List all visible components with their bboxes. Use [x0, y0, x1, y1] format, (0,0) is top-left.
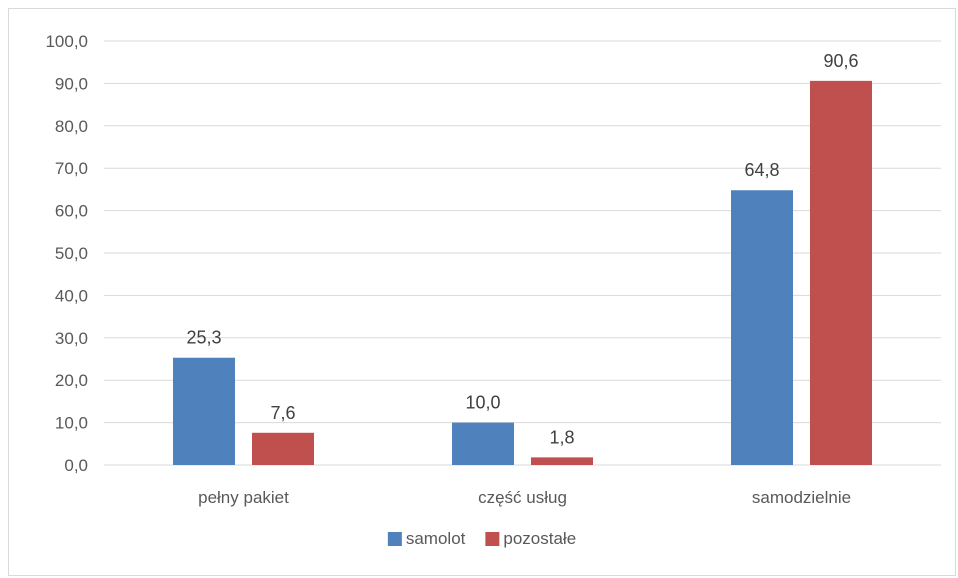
y-tick-label: 80,0 [55, 117, 88, 136]
bar-chart: 0,0 10,0 20,0 30,0 40,0 50,0 60,0 70,0 80,0 90,0 1… [45, 32, 941, 548]
gridlines [104, 40, 941, 466]
bars [173, 80, 872, 466]
data-label: 1,8 [549, 427, 574, 447]
y-tick-label: 20,0 [55, 371, 88, 390]
y-tick-label: 60,0 [55, 202, 88, 221]
data-label: 10,0 [465, 393, 500, 413]
bar-samolot-1 [452, 422, 514, 465]
legend-item-pozostałe: pozostałe [485, 529, 576, 548]
y-tick-label: 40,0 [55, 286, 88, 305]
y-tick-label: 50,0 [55, 244, 88, 263]
bar-pozostałe-0 [252, 432, 314, 465]
y-axis-tick-labels: 0,0 10,0 20,0 30,0 40,0 50,0 60,0 70,0 80,0 90,0 1… [45, 32, 88, 475]
data-label: 64,8 [744, 160, 779, 180]
chart-frame: 0,0 10,0 20,0 30,0 40,0 50,0 60,0 70,0 80,0 90,0 1… [8, 8, 956, 576]
y-tick-label: 70,0 [55, 159, 88, 178]
data-label: 7,6 [270, 403, 295, 423]
legend-label: samolot [406, 529, 466, 548]
data-label: 90,6 [823, 51, 858, 71]
y-tick-label: 0,0 [64, 456, 88, 475]
y-tick-label: 30,0 [55, 329, 88, 348]
legend: samolot pozostałe [387, 529, 576, 548]
legend-swatch [485, 532, 500, 546]
category-label: pełny pakiet [198, 488, 289, 507]
x-axis-category-labels: pełny pakiet część usług samodzielnie [198, 488, 851, 507]
bar-samolot-0 [173, 357, 235, 465]
legend-item-samolot: samolot [387, 529, 466, 548]
y-tick-label: 100,0 [45, 32, 88, 51]
category-label: część usług [478, 488, 567, 507]
data-labels: 25,3 7,6 10,0 1,8 64,8 90,6 [186, 51, 858, 448]
y-tick-label: 90,0 [55, 74, 88, 93]
y-tick-label: 10,0 [55, 414, 88, 433]
category-label: samodzielnie [752, 488, 851, 507]
bar-pozostałe-2 [810, 80, 872, 465]
legend-swatch [387, 532, 402, 546]
data-label: 25,3 [186, 328, 221, 348]
bar-samolot-2 [731, 190, 793, 466]
bar-pozostałe-1 [531, 457, 593, 465]
legend-label: pozostałe [503, 529, 576, 548]
